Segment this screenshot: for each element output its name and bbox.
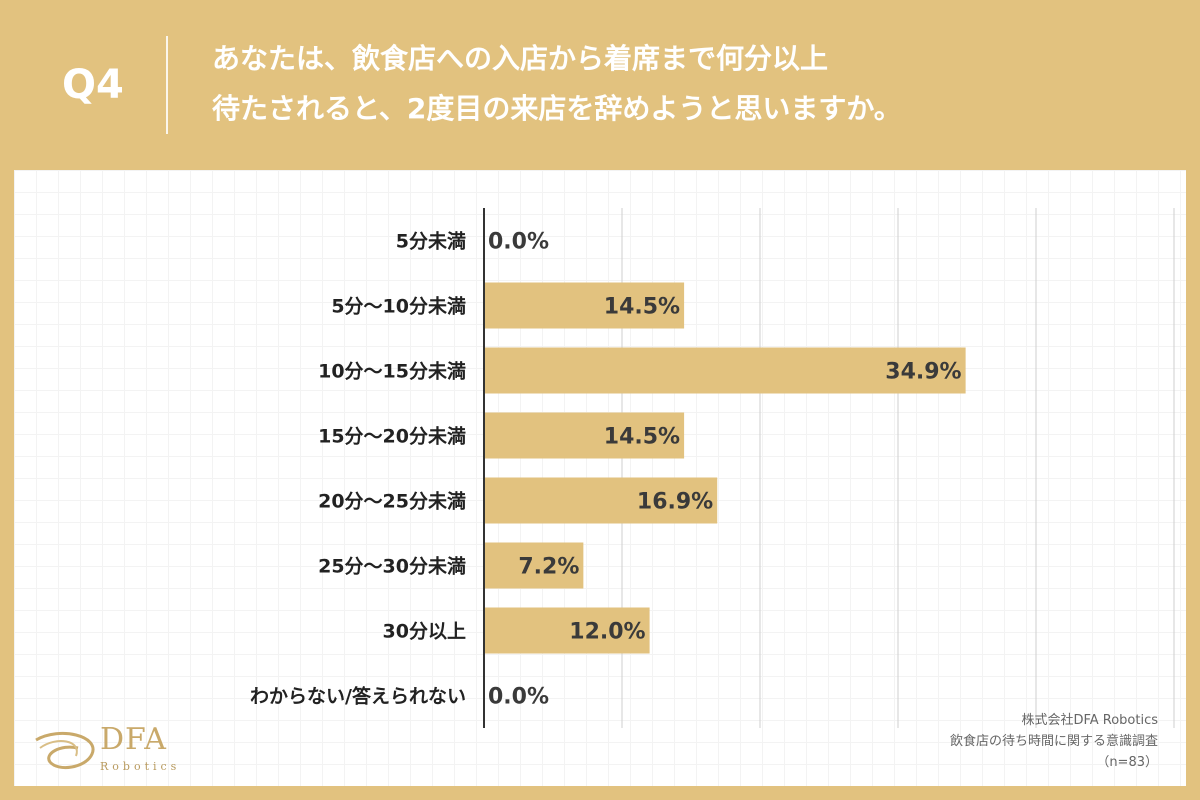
question-header: Q4 あなたは、飲食店への入店から着席まで何分以上 待たされると、2度目の来店を… — [0, 0, 1200, 170]
dfa-logo-icon — [35, 731, 95, 770]
bar — [484, 347, 966, 394]
question-line-2: 待たされると、2度目の来店を辞めようと思いますか。 — [212, 92, 902, 125]
category-label: わからない/答えられない — [250, 685, 466, 708]
category-label: 20分〜25分未満 — [318, 490, 466, 513]
category-label: 5分未満 — [396, 230, 466, 253]
category-label: 15分〜20分未満 — [318, 425, 466, 448]
source-n: （n=83） — [1096, 755, 1158, 770]
question-line-1: あなたは、飲食店への入店から着席まで何分以上 — [212, 42, 829, 75]
bar-chart: 5分未満 0.0% 5分〜10分未満 14.5% 10分〜15分未満 34.9% 15分〜2… — [250, 208, 1175, 728]
value-label: 0.0% — [488, 230, 549, 255]
question-number: Q4 — [62, 62, 124, 108]
category-label: 25分〜30分未満 — [318, 555, 466, 578]
source-note: 株式会社DFA Robotics 飲食店の待ち時間に関する意識調査 （n=83） — [950, 710, 1158, 773]
value-label: 14.5% — [604, 295, 680, 320]
category-label: 5分〜10分未満 — [331, 295, 466, 318]
chart-panel: 5分未満 0.0% 5分〜10分未満 14.5% 10分〜15分未満 34.9% 15分〜2… — [14, 170, 1186, 786]
value-label: 14.5% — [604, 425, 680, 450]
bar — [484, 412, 685, 459]
value-label: 0.0% — [488, 685, 549, 710]
header-divider — [166, 36, 168, 134]
bar — [484, 477, 718, 524]
value-label: 16.9% — [637, 490, 713, 515]
bar — [484, 542, 584, 589]
bar — [484, 607, 650, 654]
bar — [484, 282, 685, 329]
category-label: 30分以上 — [383, 621, 466, 643]
value-label: 34.9% — [885, 360, 961, 385]
source-survey: 飲食店の待ち時間に関する意識調査 — [949, 734, 1158, 749]
brand-sub: Robotics — [100, 760, 181, 773]
brand-name: DFA — [100, 722, 167, 757]
question-text: あなたは、飲食店への入店から着席まで何分以上 待たされると、2度目の来店を辞めよ… — [212, 34, 902, 134]
value-label: 12.0% — [569, 620, 645, 645]
category-label: 10分〜15分未満 — [318, 360, 466, 383]
value-label: 7.2% — [518, 555, 579, 580]
source-company: 株式会社DFA Robotics — [1021, 713, 1158, 728]
